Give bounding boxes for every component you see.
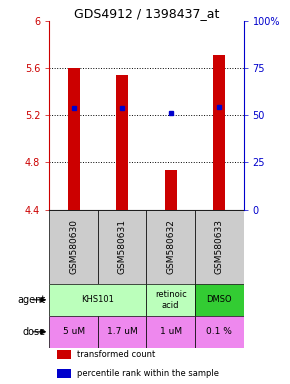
Bar [57,350,71,359]
Bar [146,284,195,316]
Text: retinoic
acid: retinoic acid [155,290,186,310]
Title: GDS4912 / 1398437_at: GDS4912 / 1398437_at [74,7,219,20]
Bar [195,316,244,348]
Text: DMSO: DMSO [206,295,232,305]
Bar [49,316,98,348]
Text: agent: agent [17,295,46,305]
Bar [195,284,244,316]
Text: dose: dose [22,327,46,337]
Bar [195,210,244,284]
Text: 0.1 %: 0.1 % [206,327,232,336]
Bar [165,170,177,210]
Bar [146,316,195,348]
Bar [98,210,146,284]
Text: 1 uM: 1 uM [160,327,182,336]
Text: percentile rank within the sample: percentile rank within the sample [77,369,218,378]
Bar [57,369,71,378]
Bar [49,210,98,284]
Text: GSM580632: GSM580632 [166,219,175,274]
Bar [146,210,195,284]
Text: 1.7 uM: 1.7 uM [107,327,137,336]
Text: KHS101: KHS101 [81,295,114,305]
Text: GSM580633: GSM580633 [215,219,224,274]
Text: transformed count: transformed count [77,350,155,359]
Bar [213,55,225,210]
Bar [116,75,128,210]
Bar [49,284,146,316]
Text: GSM580630: GSM580630 [69,219,78,274]
Bar [68,68,80,210]
Text: 5 uM: 5 uM [63,327,85,336]
Text: GSM580631: GSM580631 [118,219,127,274]
Bar [98,316,146,348]
